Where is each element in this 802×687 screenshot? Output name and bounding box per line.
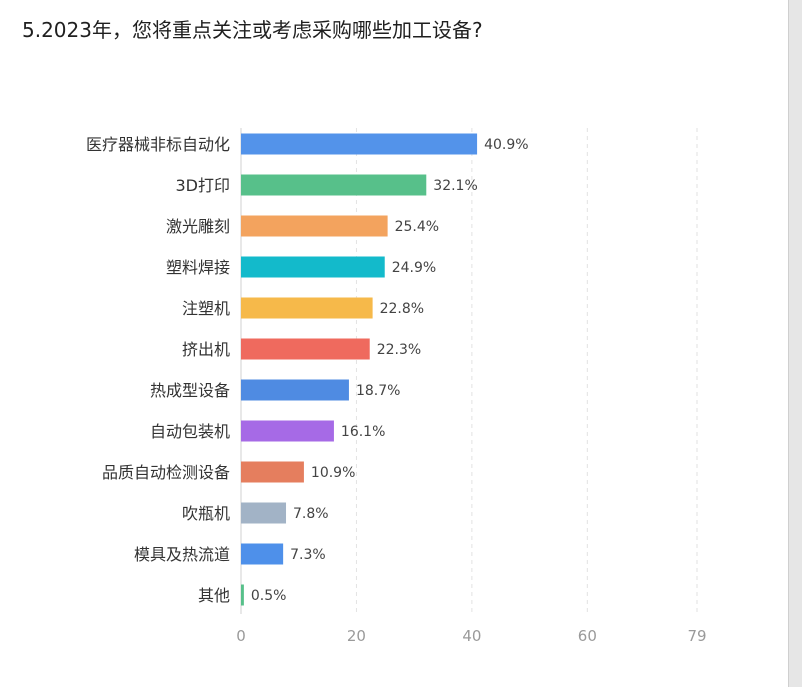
category-label: 自动包装机 — [150, 422, 230, 441]
bar — [241, 215, 388, 237]
bar — [241, 297, 373, 319]
x-tick-label: 20 — [347, 627, 366, 645]
right-edge-panel — [788, 0, 802, 687]
value-label: 16.1% — [341, 424, 385, 440]
value-label: 7.8% — [293, 506, 329, 522]
bar — [241, 379, 349, 401]
value-label: 24.9% — [392, 260, 436, 276]
value-label: 22.8% — [380, 301, 424, 317]
category-label: 品质自动检测设备 — [102, 463, 230, 482]
bar — [241, 174, 427, 196]
question-title: 5.2023年，您将重点关注或考虑采购哪些加工设备? — [22, 18, 483, 42]
x-tick-label: 60 — [578, 627, 597, 645]
value-label: 25.4% — [395, 219, 439, 235]
category-label: 热成型设备 — [150, 381, 230, 400]
category-label: 吹瓶机 — [182, 504, 230, 523]
value-label: 22.3% — [377, 342, 421, 358]
bar — [241, 543, 284, 565]
x-tick-label: 79 — [687, 627, 706, 645]
x-tick-label: 0 — [236, 627, 246, 645]
value-label: 32.1% — [433, 178, 477, 194]
bar — [241, 338, 370, 360]
bar — [241, 256, 385, 278]
category-label: 模具及热流道 — [134, 545, 230, 564]
category-label: 3D打印 — [175, 176, 230, 195]
category-label: 挤出机 — [182, 340, 230, 359]
value-label: 7.3% — [290, 547, 326, 563]
bar — [241, 420, 334, 442]
category-label: 医疗器械非标自动化 — [86, 135, 230, 154]
value-label: 0.5% — [251, 588, 287, 604]
bar — [241, 133, 478, 155]
bar — [241, 502, 287, 524]
x-tick-label: 40 — [462, 627, 481, 645]
value-label: 40.9% — [484, 137, 528, 153]
bar — [241, 461, 304, 483]
category-label: 其他 — [198, 586, 230, 605]
bar — [241, 584, 244, 606]
category-label: 塑料焊接 — [166, 258, 230, 277]
category-label: 激光雕刻 — [166, 217, 230, 236]
value-label: 18.7% — [356, 383, 400, 399]
category-label: 注塑机 — [182, 299, 230, 318]
value-label: 10.9% — [311, 465, 355, 481]
